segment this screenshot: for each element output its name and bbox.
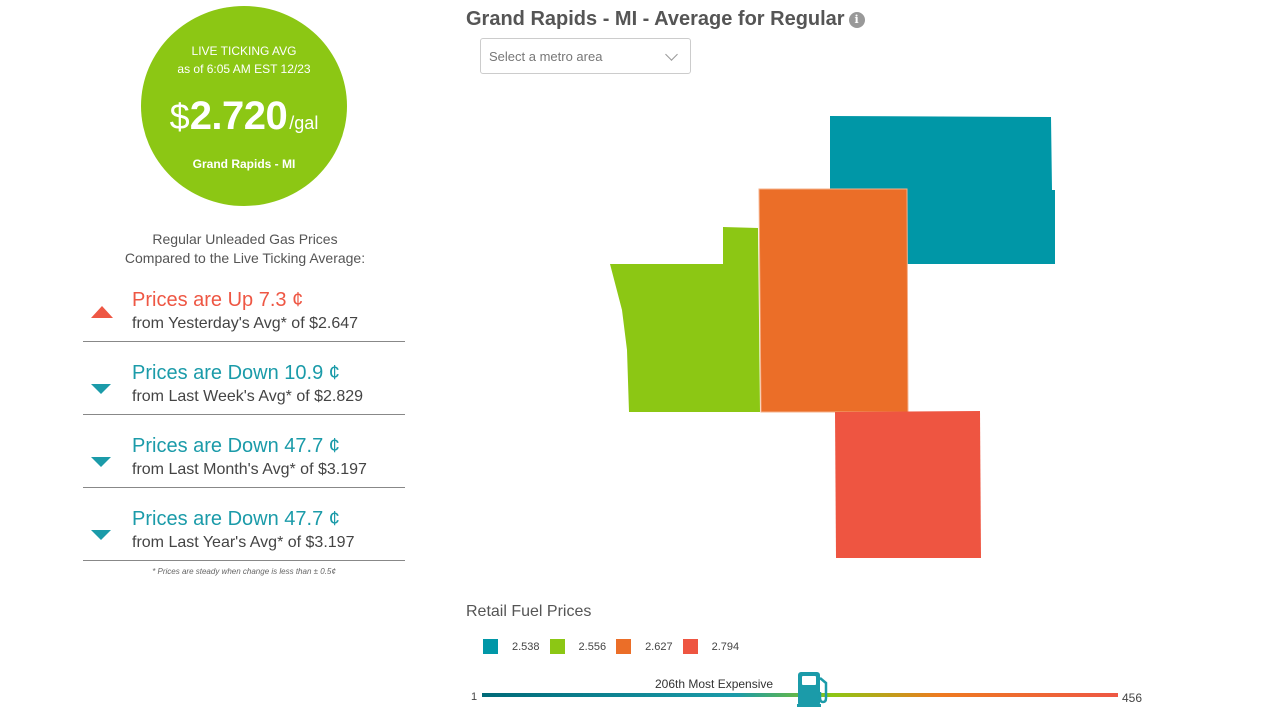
map-region-teal[interactable] [830, 116, 1055, 264]
price-legend: 2.538 2.556 2.627 2.794 [483, 638, 749, 656]
change-subtitle: from Last Year's Avg* of $3.197 [132, 534, 355, 551]
change-item-last-month: Prices are Down 47.7 ¢ from Last Month's… [83, 435, 405, 488]
metro-area-select[interactable]: Select a metro area [480, 38, 691, 74]
arrow-up-icon [91, 306, 113, 318]
map-title: Grand Rapids - MI - Average for Regular i [466, 8, 865, 31]
legend-item: 2.627 [616, 638, 673, 656]
map-region-red[interactable] [835, 411, 981, 558]
live-avg-price-row: $2.720/gal [141, 94, 347, 139]
arrow-down-icon [91, 457, 111, 467]
legend-item: 2.794 [682, 638, 740, 656]
live-avg-city: Grand Rapids - MI [192, 157, 296, 171]
rank-max-label: 456 [1122, 691, 1143, 705]
change-item-last-year: Prices are Down 47.7 ¢ from Last Year's … [83, 508, 405, 561]
map-region-orange[interactable] [758, 188, 909, 413]
legend-value: 2.556 [578, 640, 607, 653]
metro-select-placeholder: Select a metro area [489, 49, 603, 64]
comparison-heading-line1: Regular Unleaded Gas Prices [152, 231, 338, 247]
info-icon[interactable]: i [848, 12, 865, 28]
map-region-green[interactable] [610, 227, 760, 412]
rank-label: 206th Most Expensive [655, 677, 774, 691]
legend-value: 2.538 [512, 640, 540, 653]
legend-swatch [549, 639, 565, 655]
live-ticking-average-badge: LIVE TICKING AVG as of 6:05 AM EST 12/23… [141, 6, 347, 206]
arrow-down-icon [91, 530, 111, 540]
legend-item: 2.556 [549, 638, 607, 656]
comparison-heading: Regular Unleaded Gas Prices Compared to … [70, 230, 420, 268]
legend-swatch [682, 639, 698, 655]
legend-swatch [483, 639, 498, 655]
change-item-last-week: Prices are Down 10.9 ¢ from Last Week's … [83, 362, 405, 415]
change-title: Prices are Down 10.9 ¢ [132, 362, 340, 384]
comparison-heading-line2: Compared to the Live Ticking Average: [124, 250, 366, 266]
legend-title: Retail Fuel Prices [466, 603, 592, 620]
rank-min-label: 1 [471, 691, 478, 703]
legend-value: 2.794 [711, 640, 740, 653]
change-subtitle: from Last Week's Avg* of $2.829 [132, 388, 364, 405]
live-avg-label: LIVE TICKING AVG [191, 44, 297, 58]
price-unit: /gal [289, 113, 319, 133]
change-title: Prices are Down 47.7 ¢ [132, 435, 340, 457]
legend-item: 2.538 [483, 638, 540, 656]
change-title: Prices are Up 7.3 ¢ [132, 289, 304, 311]
live-avg-timestamp: as of 6:05 AM EST 12/23 [177, 62, 311, 76]
price-footnote: * Prices are steady when change is less … [152, 567, 336, 576]
change-title: Prices are Down 47.7 ¢ [132, 508, 340, 530]
change-subtitle: from Last Month's Avg* of $3.197 [132, 461, 367, 478]
legend-value: 2.627 [645, 640, 673, 653]
arrow-down-icon [91, 384, 111, 394]
change-subtitle: from Yesterday's Avg* of $2.647 [132, 315, 359, 332]
legend-swatch [616, 639, 632, 655]
currency-symbol: $ [169, 96, 190, 137]
map-title-text: Grand Rapids - MI - Average for Regular [466, 8, 845, 30]
change-item-yesterday: Prices are Up 7.3 ¢ from Yesterday's Avg… [83, 289, 405, 342]
gas-pump-icon [797, 672, 828, 707]
live-avg-price: 2.720 [189, 94, 288, 138]
